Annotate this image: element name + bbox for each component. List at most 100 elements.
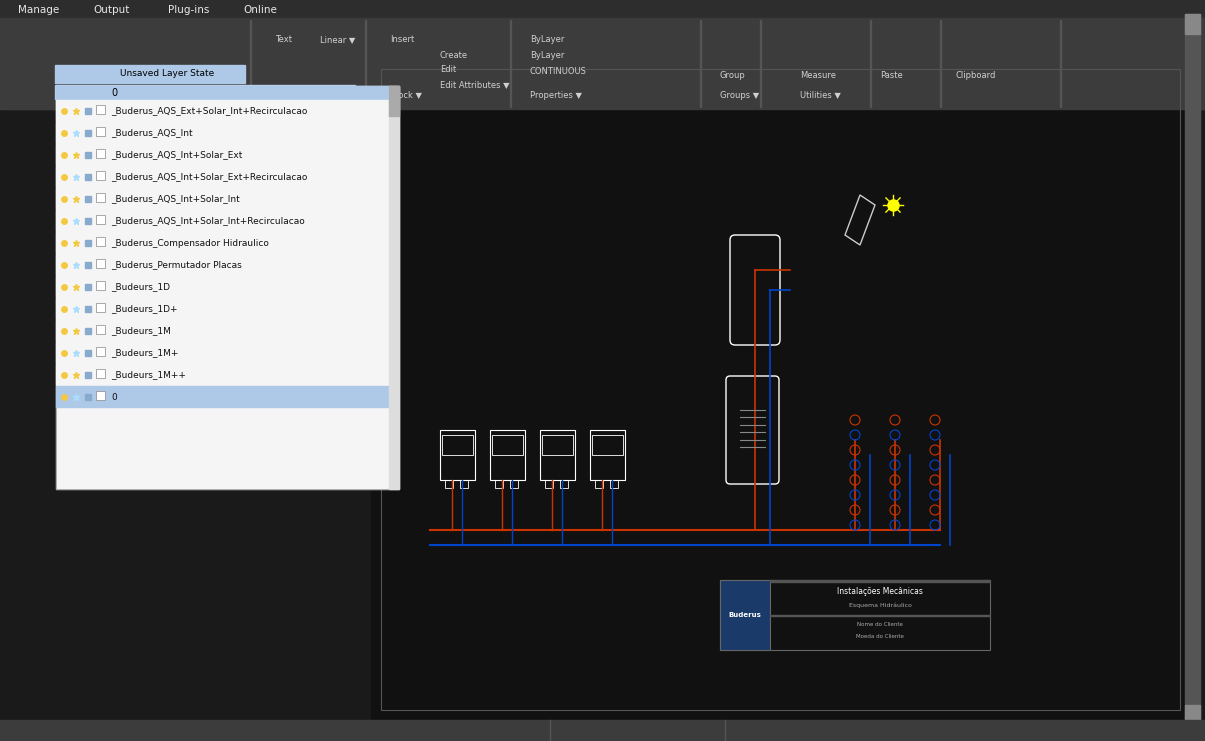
- Bar: [96, 281, 105, 290]
- Bar: [492, 435, 523, 455]
- Bar: [55, 342, 389, 363]
- Bar: [55, 144, 389, 165]
- Text: Utilities ▼: Utilities ▼: [800, 90, 841, 99]
- Text: Block ▼: Block ▼: [390, 90, 422, 99]
- Text: _Buderus_AQS_Int+Solar_Ext+Recirculacao: _Buderus_AQS_Int+Solar_Ext+Recirculacao: [111, 173, 307, 182]
- Text: 0: 0: [149, 87, 157, 97]
- Text: ByLayer: ByLayer: [530, 50, 564, 59]
- Bar: [96, 347, 105, 356]
- Bar: [560, 480, 568, 488]
- Bar: [542, 435, 574, 455]
- Text: Group: Group: [721, 70, 746, 79]
- Text: 0: 0: [111, 393, 117, 402]
- Bar: [0, 720, 1205, 741]
- Bar: [460, 480, 468, 488]
- Text: Create: Create: [440, 50, 468, 59]
- Text: Online: Online: [243, 5, 277, 15]
- Bar: [1185, 14, 1200, 725]
- Bar: [610, 480, 618, 488]
- Text: Buderus: Buderus: [729, 612, 762, 618]
- Bar: [510, 480, 518, 488]
- Bar: [1185, 705, 1200, 725]
- Text: 0: 0: [111, 88, 117, 98]
- Bar: [55, 122, 389, 143]
- Bar: [445, 480, 453, 488]
- Bar: [55, 166, 389, 187]
- Bar: [389, 86, 399, 489]
- Bar: [96, 215, 105, 224]
- Bar: [0, 0, 1205, 18]
- Bar: [440, 430, 475, 480]
- Bar: [55, 85, 355, 99]
- Text: _Budeurs_1D+: _Budeurs_1D+: [111, 305, 177, 313]
- Text: Measure: Measure: [800, 70, 836, 79]
- Bar: [0, 18, 1205, 109]
- Bar: [55, 100, 389, 121]
- Bar: [96, 325, 105, 334]
- Bar: [721, 580, 770, 650]
- Text: Edit Attributes ▼: Edit Attributes ▼: [440, 81, 510, 90]
- Text: _Budeurs_1M+: _Budeurs_1M+: [111, 348, 178, 357]
- Text: _Buderus_AQS_Ext+Solar_Int+Recirculacao: _Buderus_AQS_Ext+Solar_Int+Recirculacao: [111, 107, 307, 116]
- Bar: [490, 430, 525, 480]
- Bar: [96, 105, 105, 114]
- Bar: [96, 127, 105, 136]
- Text: Text: Text: [275, 36, 292, 44]
- Bar: [55, 320, 389, 341]
- Bar: [55, 210, 389, 231]
- Text: _Budeurs_1M: _Budeurs_1M: [111, 327, 171, 336]
- Bar: [96, 369, 105, 378]
- Text: _Buderus_AQS_Int+Solar_Int+Recirculacao: _Buderus_AQS_Int+Solar_Int+Recirculacao: [111, 216, 305, 225]
- Text: Clipboard: Clipboard: [956, 70, 995, 79]
- Text: _Buderus_AQS_Int+Solar_Int: _Buderus_AQS_Int+Solar_Int: [111, 194, 240, 204]
- Bar: [545, 480, 553, 488]
- Text: _Buderus_AQS_Int: _Buderus_AQS_Int: [111, 128, 193, 138]
- Text: Instalações Mecânicas: Instalações Mecânicas: [837, 588, 923, 597]
- Bar: [770, 580, 991, 582]
- Bar: [592, 435, 623, 455]
- Text: Edit: Edit: [440, 65, 457, 75]
- Bar: [55, 386, 389, 407]
- Bar: [381, 69, 1180, 710]
- Text: Esquema Hidráulico: Esquema Hidráulico: [848, 602, 911, 608]
- Text: Unsaved Layer State: Unsaved Layer State: [120, 68, 214, 78]
- Bar: [770, 615, 991, 616]
- Text: Plug-ins: Plug-ins: [167, 5, 210, 15]
- Bar: [0, 0, 1205, 109]
- Bar: [55, 364, 389, 385]
- Text: ByLayer: ByLayer: [530, 36, 564, 44]
- Bar: [55, 86, 399, 489]
- Text: _Buderus_Permutador Placas: _Buderus_Permutador Placas: [111, 261, 242, 270]
- Text: Insert: Insert: [390, 36, 415, 44]
- Bar: [55, 254, 389, 275]
- Text: Linear ▼: Linear ▼: [321, 36, 355, 44]
- Text: Paste: Paste: [880, 70, 903, 79]
- Bar: [55, 276, 389, 297]
- Bar: [595, 480, 602, 488]
- Bar: [55, 298, 389, 319]
- Bar: [96, 237, 105, 246]
- Text: Nome do Cliente: Nome do Cliente: [857, 622, 903, 628]
- Bar: [96, 391, 105, 400]
- Text: Output: Output: [93, 5, 129, 15]
- Bar: [55, 86, 389, 100]
- Text: _Buderus_Compensador Hidraulico: _Buderus_Compensador Hidraulico: [111, 239, 269, 247]
- Bar: [540, 430, 575, 480]
- Bar: [96, 149, 105, 158]
- Text: _Budeurs_1M++: _Budeurs_1M++: [111, 370, 186, 379]
- Bar: [442, 435, 474, 455]
- Bar: [96, 193, 105, 202]
- Text: Properties ▼: Properties ▼: [530, 90, 582, 99]
- Bar: [96, 259, 105, 268]
- Text: Groups ▼: Groups ▼: [721, 90, 759, 99]
- Text: _Buderus_AQS_Int+Solar_Ext: _Buderus_AQS_Int+Solar_Ext: [111, 150, 242, 159]
- Bar: [55, 86, 399, 489]
- Bar: [55, 232, 389, 253]
- Bar: [495, 480, 502, 488]
- Text: CONTINUOUS: CONTINUOUS: [530, 67, 587, 76]
- Bar: [96, 171, 105, 180]
- Bar: [371, 14, 1195, 725]
- Bar: [590, 430, 625, 480]
- Bar: [389, 86, 399, 116]
- Text: Moeda do Cliente: Moeda do Cliente: [856, 634, 904, 639]
